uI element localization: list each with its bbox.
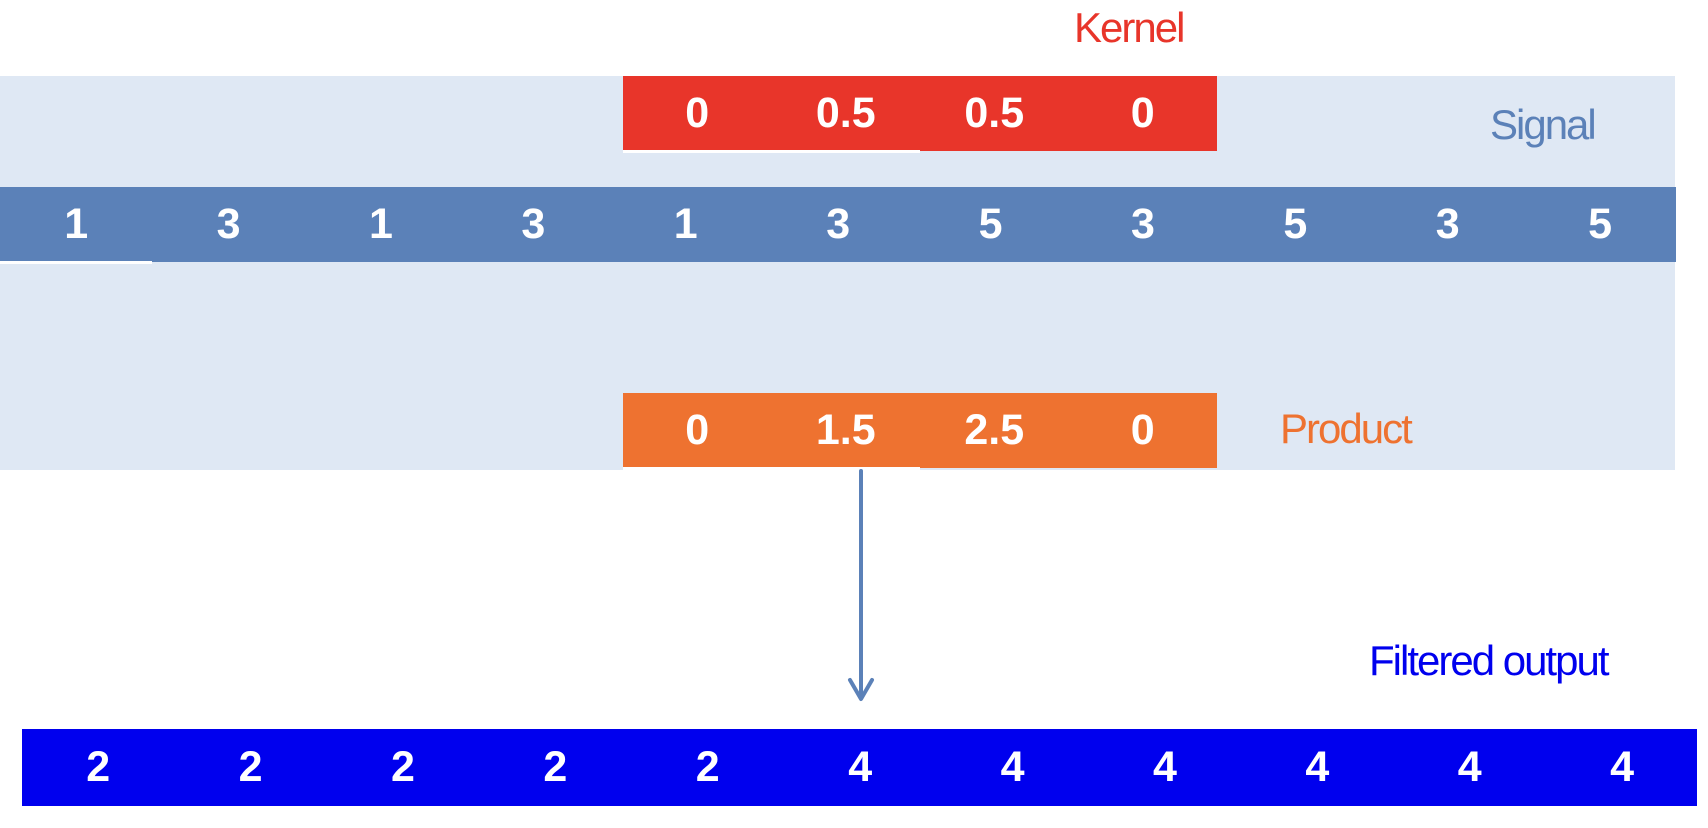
signal-cell: 3	[1130, 200, 1155, 248]
signal-cell: 3	[826, 200, 851, 248]
product-cell: 2.5	[964, 406, 1025, 454]
signal-row: 1 3 1 3 1 3 5 3 5 3 5	[0, 187, 1676, 262]
kernel-cell: 0.5	[964, 89, 1025, 137]
filtered-output-row: 2 2 2 2 2 4 4 4 4 4 4	[22, 729, 1697, 806]
output-cell: 2	[391, 743, 415, 791]
output-cell: 4	[1457, 743, 1482, 791]
signal-cell: 1	[369, 200, 393, 248]
signal-cell: 5	[1588, 200, 1613, 248]
product-cell: 1.5	[815, 406, 876, 454]
signal-cell: 1	[673, 200, 698, 248]
kernel-underline	[623, 150, 920, 153]
kernel-cell: 0.5	[815, 89, 876, 137]
signal-cell: 1	[64, 200, 89, 248]
kernel-cell: 0	[1130, 89, 1155, 137]
output-cell: 2	[238, 743, 263, 791]
kernel-label: Kernel	[1074, 4, 1185, 51]
output-cell: 2	[543, 743, 568, 791]
product-row: 0 1.5 2.5 0	[623, 393, 1217, 468]
product-underline	[623, 467, 920, 470]
kernel-row: 0 0.5 0.5 0	[623, 76, 1217, 151]
signal-cell: 5	[978, 200, 1003, 248]
output-cell: 4	[848, 743, 873, 791]
signal-cell: 3	[521, 200, 546, 248]
output-cell: 4	[1305, 743, 1330, 791]
arrow-head	[848, 678, 874, 701]
kernel-cell: 0	[685, 89, 710, 137]
output-cell: 4	[1000, 743, 1025, 791]
output-cell: 2	[86, 743, 111, 791]
product-label: Product	[1280, 405, 1413, 452]
output-cell: 4	[1152, 743, 1177, 791]
signal-underline	[0, 261, 152, 264]
filtered-output-label: Filtered output	[1369, 637, 1609, 684]
down-arrow-icon	[848, 469, 874, 701]
product-cell: 0	[685, 406, 710, 454]
signal-cell: 3	[216, 200, 241, 248]
signal-cell: 3	[1435, 200, 1460, 248]
output-cell: 2	[695, 743, 720, 791]
product-cell: 0	[1130, 406, 1155, 454]
signal-cell: 5	[1283, 200, 1308, 248]
output-cell: 4	[1610, 743, 1635, 791]
signal-label: Signal	[1490, 101, 1597, 148]
